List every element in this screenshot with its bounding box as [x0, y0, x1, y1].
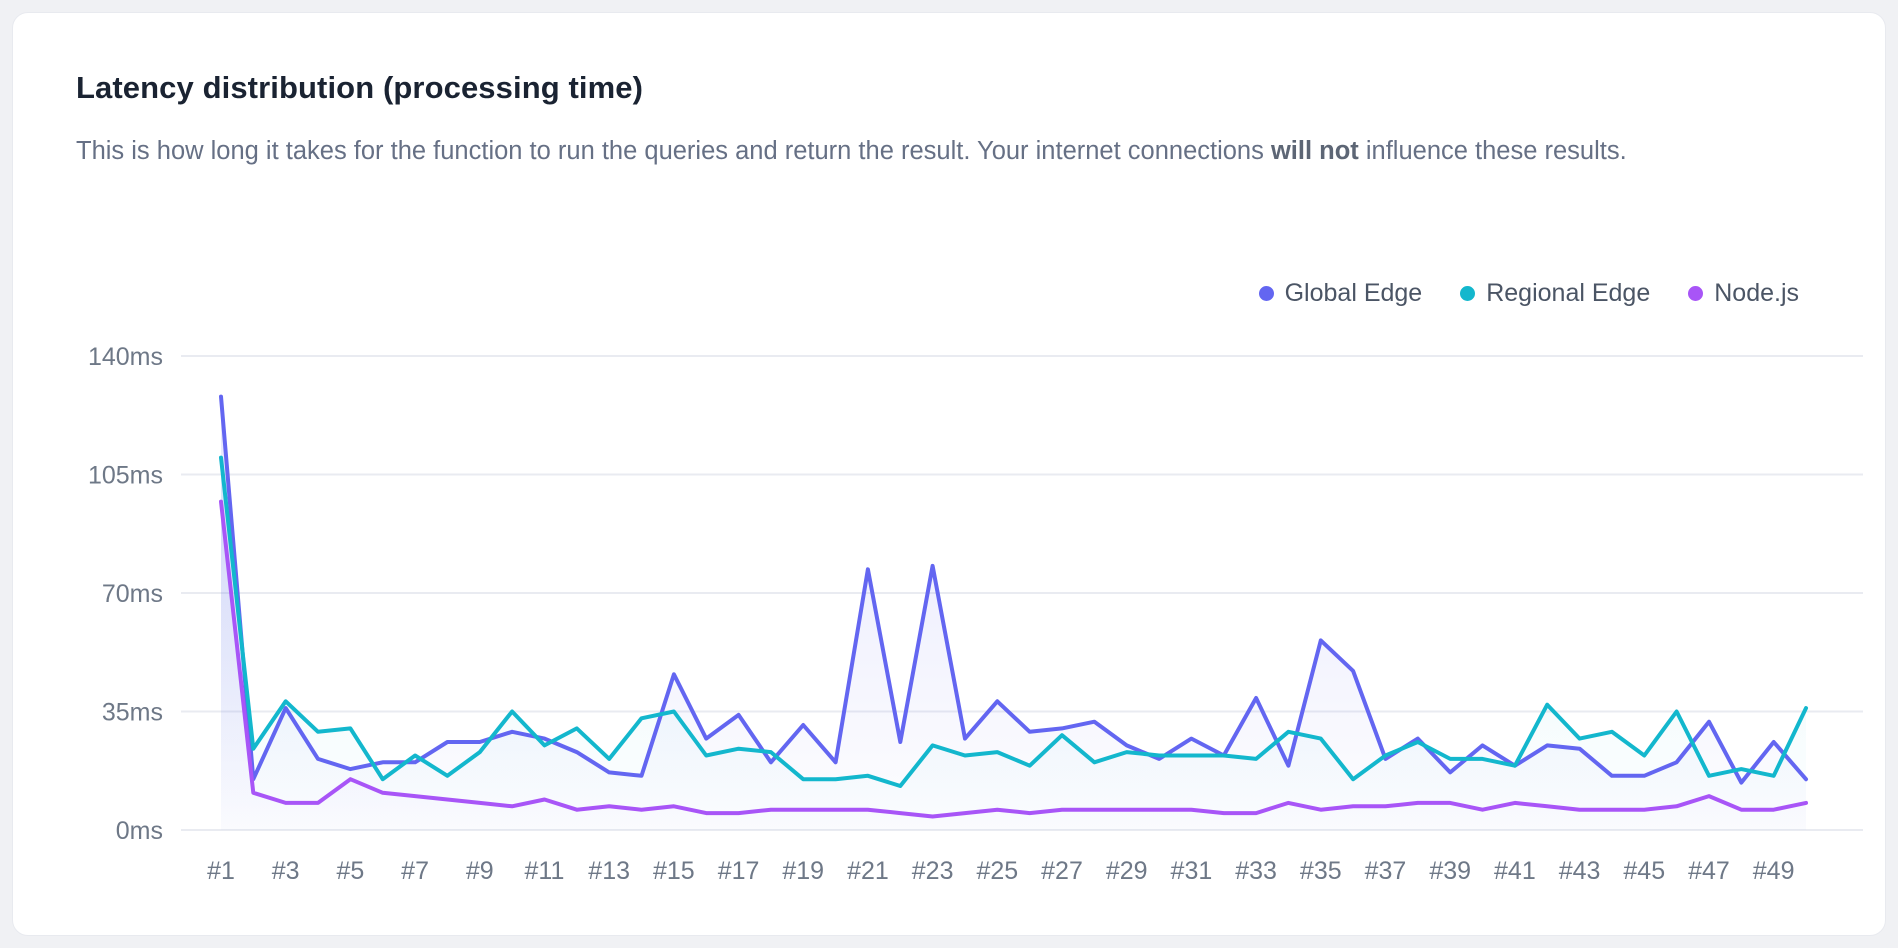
- series-area-regional-edge: [221, 457, 1806, 830]
- legend-label-regional-edge: Regional Edge: [1486, 279, 1651, 307]
- global-edge-dot-icon: [1258, 286, 1274, 301]
- x-axis-tick-label: #47: [1688, 857, 1730, 885]
- x-axis-tick-label: #27: [1041, 857, 1083, 885]
- x-axis-tick-label: #11: [525, 857, 565, 885]
- y-axis-tick-label: 0ms: [116, 817, 163, 845]
- chart-legend: Global Edge Regional Edge Node.js: [1258, 279, 1799, 308]
- subtitle-text-2: influence these results.: [1358, 137, 1627, 165]
- x-axis-tick-label: #21: [847, 857, 889, 885]
- x-axis-tick-label: #3: [272, 857, 300, 885]
- page-title: Latency distribution (processing time): [76, 70, 644, 105]
- x-axis-tick-label: #45: [1623, 857, 1665, 885]
- x-axis-tick-label: #1: [207, 857, 235, 885]
- x-axis-tick-label: #25: [976, 857, 1018, 885]
- y-axis-tick-label: 35ms: [102, 699, 163, 727]
- x-axis-tick-label: #15: [653, 857, 695, 885]
- x-axis-tick-label: #37: [1365, 857, 1407, 885]
- legend-label-global-edge: Global Edge: [1284, 279, 1423, 307]
- latency-card: Latency distribution (processing time) T…: [12, 12, 1886, 936]
- y-axis-tick-label: 105ms: [88, 462, 163, 490]
- subtitle-bold-text: will not: [1270, 137, 1359, 165]
- x-axis-tick-label: #35: [1300, 857, 1342, 885]
- legend-item-regional-edge[interactable]: Regional Edge: [1460, 279, 1650, 308]
- x-axis-tick-label: #23: [912, 857, 954, 885]
- x-axis-tick-label: #9: [466, 857, 494, 885]
- x-axis-tick-label: #19: [782, 857, 824, 885]
- x-axis-tick-label: #41: [1494, 857, 1536, 885]
- x-axis-tick-label: #5: [336, 857, 364, 885]
- series-line-regional-edge: [219, 455, 1808, 788]
- x-axis-tick-label: #39: [1429, 857, 1471, 885]
- subtitle-text-1: This is how long it takes for the functi…: [76, 137, 1271, 165]
- regional-edge-dot-icon: [1460, 286, 1476, 301]
- x-axis-tick-label: #49: [1753, 857, 1795, 885]
- x-axis-tick-label: #33: [1235, 857, 1277, 885]
- x-axis-tick-label: #13: [588, 857, 630, 885]
- x-axis-tick-label: #7: [401, 857, 429, 885]
- x-axis-tick-label: #31: [1171, 857, 1213, 885]
- x-axis-tick-label: #17: [718, 857, 760, 885]
- latency-line-chart: 0ms 35ms 70ms 105ms 140ms #1 #3 #5 #7 #9 #11 #13 #15…: [88, 343, 1863, 885]
- nodejs-dot-icon: [1688, 286, 1704, 301]
- series-line-node-js: [219, 499, 1808, 819]
- x-axis-tick-label: #43: [1559, 857, 1601, 885]
- x-axis-tick-label: #29: [1106, 857, 1148, 885]
- card-subtitle: This is how long it takes for the functi…: [76, 126, 1826, 176]
- series-line-global-edge: [219, 394, 1808, 785]
- legend-item-nodejs[interactable]: Node.js: [1688, 279, 1799, 308]
- series-area-node-js: [221, 501, 1806, 830]
- legend-item-global-edge[interactable]: Global Edge: [1258, 279, 1423, 308]
- y-axis-tick-label: 140ms: [88, 343, 163, 371]
- y-axis-tick-label: 70ms: [102, 580, 163, 608]
- legend-label-nodejs: Node.js: [1714, 279, 1799, 307]
